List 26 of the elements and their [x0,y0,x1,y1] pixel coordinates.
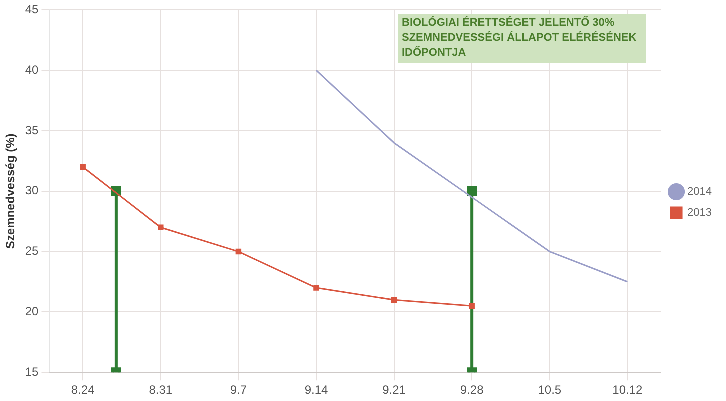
legend-label: 2013 [688,207,712,220]
x-tick-label: 9.21 [382,383,406,398]
point [236,248,242,255]
y-tick-label: 35 [25,123,40,138]
point [467,186,478,196]
x-tick-label: 8.31 [149,383,173,398]
point [391,297,398,303]
y-tick-label: 40 [25,62,40,77]
legend-label: 2014 [688,186,712,198]
x-tick-label: 9.28 [460,383,484,398]
y-axis-title: Szemnedvesség (%) [4,134,18,250]
y-tick-label: 20 [25,304,40,319]
x-tick-label: 9.7 [230,383,248,398]
point [314,285,320,291]
x-tick-label: 8.24 [71,383,96,398]
point [158,224,164,231]
y-tick-label: 30 [25,184,40,198]
y-tick-label: 25 [25,244,40,258]
x-tick-label: 10.5 [538,383,562,398]
point [469,303,475,310]
annotation: BIOLÓGIAI ÉRETTSÉGET JELENTŐ 30% SZEMNEDVESSÉGI ÁLLAPOT ELÉRÉSÉNEK IDŐPONTJA [402,16,638,61]
point [80,164,86,170]
y-tick-label: 15 [25,364,40,379]
x-tick-label: 9.14 [304,383,328,398]
x-tick-label: 10.12 [612,383,644,398]
y-tick-label: 45 [25,2,40,17]
